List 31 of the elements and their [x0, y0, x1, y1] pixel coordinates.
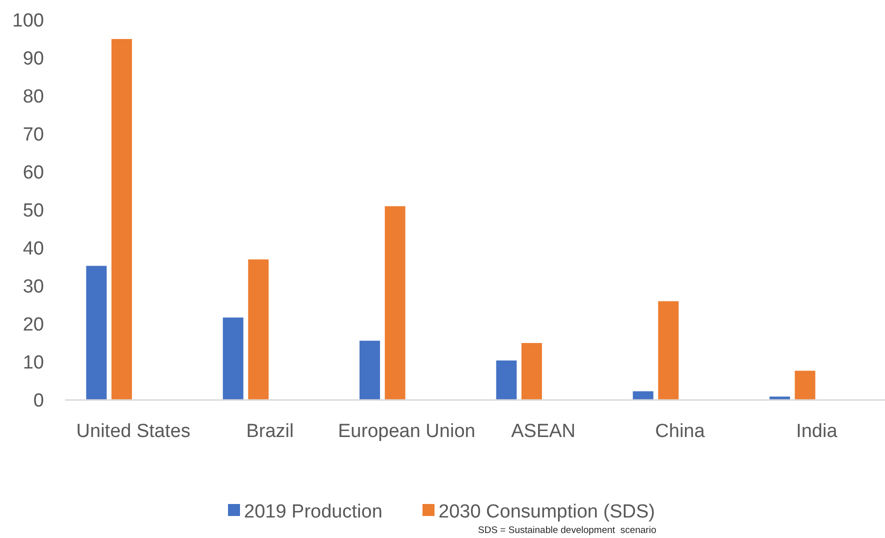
text: SDS = Sustainable development scenario: [478, 525, 656, 536]
y-tick-label: 100: [12, 10, 44, 32]
x-tick-label: China: [655, 421, 706, 442]
y-tick-label: 40: [22, 238, 44, 260]
y-tick-label: 0: [33, 390, 44, 412]
x-tick-label: United States: [76, 421, 190, 442]
bar: [248, 259, 269, 400]
y-tick-label: 20: [22, 314, 44, 336]
bar: [632, 391, 654, 400]
bar: [658, 301, 679, 400]
y-tick-label: 30: [22, 276, 44, 298]
y-tick-label: 50: [22, 200, 44, 222]
y-tick-label: 60: [22, 162, 44, 184]
bar: [360, 340, 380, 400]
bar: [111, 39, 132, 400]
y-tick-label: 70: [22, 124, 44, 146]
bar: [222, 318, 244, 400]
y-tick-label: 10: [22, 352, 44, 374]
y-tick-label: 90: [22, 48, 44, 70]
x-tick-label: ASEAN: [511, 421, 576, 442]
x-tick-label: India: [796, 421, 838, 442]
legend-label: 2030 Consumption (SDS): [438, 502, 655, 523]
x-tick-label: Brazil: [246, 421, 294, 442]
x-tick-label: European Union: [338, 421, 476, 442]
bar: [384, 206, 406, 400]
bar: [521, 343, 542, 400]
legend-label: 2019 Production: [244, 502, 382, 523]
bar: [496, 360, 517, 400]
bar: [86, 266, 107, 400]
bar: [794, 370, 816, 400]
y-tick-label: 80: [22, 86, 44, 108]
